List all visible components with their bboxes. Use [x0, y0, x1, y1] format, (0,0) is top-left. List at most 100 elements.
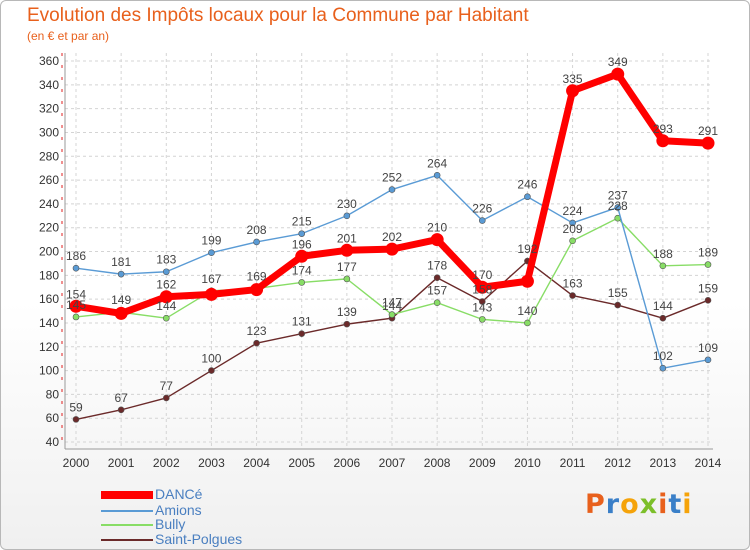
data-label-bully: 228	[608, 199, 628, 213]
data-point-saint-polgues	[253, 339, 260, 347]
y-tick-label: 360	[39, 54, 59, 68]
data-point-amions	[117, 270, 125, 278]
data-label-danc-: 291	[698, 124, 718, 138]
legend-swatch-dance	[101, 491, 153, 499]
data-label-saint-polgues: 77	[160, 379, 174, 393]
x-tick-label: 2002	[153, 456, 180, 470]
y-tick-label: 280	[39, 149, 59, 163]
y-tick-label: 200	[39, 245, 59, 259]
data-point-bully	[569, 237, 576, 245]
data-label-amions: 199	[201, 234, 221, 248]
data-point-amions	[478, 217, 486, 224]
data-label-danc-: 196	[292, 237, 312, 251]
data-label-saint-polgues: 163	[563, 277, 583, 291]
x-tick-label: 2013	[650, 456, 677, 470]
data-point-danc-	[520, 274, 534, 288]
y-tick-label: 340	[39, 78, 59, 92]
y-tick-label: 300	[39, 125, 59, 139]
y-tick-label: 120	[39, 340, 59, 354]
data-label-danc-: 201	[337, 231, 357, 245]
data-point-amions	[433, 172, 441, 179]
legend-label-bully: Bully	[155, 516, 186, 532]
data-label-bully: 167	[201, 272, 221, 286]
data-point-saint-polgues	[162, 394, 170, 402]
data-point-amions	[704, 356, 712, 364]
data-label-saint-polgues: 123	[247, 324, 267, 338]
data-label-amions: 226	[472, 202, 492, 216]
data-point-danc-	[611, 67, 625, 81]
x-tick-label: 2003	[198, 456, 225, 470]
data-label-danc-: 170	[472, 268, 492, 282]
data-point-danc-	[295, 249, 309, 263]
data-label-amions: 224	[563, 204, 583, 218]
y-tick-label: 240	[39, 197, 59, 211]
data-point-amions	[614, 204, 622, 211]
y-tick-label: 80	[46, 387, 60, 401]
data-label-amions: 264	[427, 156, 447, 170]
x-tick-label: 2011	[560, 456, 586, 470]
data-label-bully: 149	[111, 293, 131, 307]
data-label-bully: 157	[427, 284, 447, 298]
data-label-saint-polgues: 67	[114, 391, 128, 405]
proxiti-logo: Proxiti	[585, 489, 693, 520]
x-tick-label: 2006	[334, 456, 361, 470]
data-label-bully: 174	[292, 263, 312, 277]
data-label-saint-polgues: 144	[653, 299, 673, 313]
x-tick-label: 2001	[108, 456, 135, 470]
data-point-danc-	[204, 287, 218, 301]
data-label-danc-: 162	[156, 278, 176, 292]
data-point-saint-polgues	[117, 406, 125, 414]
x-tick-label: 2009	[469, 456, 496, 470]
y-tick-label: 60	[46, 411, 60, 425]
data-point-danc-	[159, 290, 173, 304]
data-label-bully: 189	[698, 246, 718, 260]
data-point-bully	[704, 261, 712, 268]
y-tick-label: 260	[39, 173, 59, 187]
legend-label-saint-polgues: Saint-Polgues	[155, 531, 243, 547]
data-point-saint-polgues	[704, 297, 712, 304]
x-tick-label: 2005	[288, 456, 315, 470]
data-label-bully: 145	[66, 298, 86, 312]
y-tick-label: 180	[39, 268, 59, 282]
data-label-danc-: 210	[427, 221, 447, 235]
data-point-bully	[388, 311, 396, 318]
data-label-danc-: 154	[66, 287, 86, 301]
data-point-danc-	[656, 134, 670, 148]
data-label-bully: 209	[563, 222, 583, 236]
x-tick-label: 2007	[379, 456, 406, 470]
data-point-bully	[343, 275, 351, 283]
data-label-saint-polgues: 139	[337, 305, 357, 319]
data-point-amions	[343, 212, 351, 220]
data-label-amions: 237	[608, 188, 628, 202]
data-point-danc-	[69, 299, 83, 313]
data-point-danc-	[430, 233, 444, 247]
x-tick-label: 2004	[243, 456, 270, 470]
data-label-amions: 181	[111, 255, 131, 269]
data-label-saint-polgues: 131	[292, 315, 312, 329]
y-tick-label: 100	[39, 364, 59, 378]
data-point-saint-polgues	[569, 292, 576, 299]
data-label-danc-: 335	[563, 72, 583, 86]
data-point-danc-	[114, 306, 128, 320]
y-tick-label: 140	[39, 316, 59, 330]
data-point-saint-polgues	[208, 367, 215, 374]
data-label-saint-polgues: 59	[69, 400, 83, 414]
data-point-danc-	[566, 84, 580, 98]
legend-label-dance: DANCé	[155, 486, 203, 502]
data-label-saint-polgues: 178	[427, 259, 447, 273]
data-label-bully: 144	[156, 299, 176, 313]
data-point-amions	[253, 238, 260, 246]
data-label-saint-polgues: 158	[472, 283, 492, 297]
data-point-saint-polgues	[343, 320, 351, 328]
data-point-saint-polgues	[433, 274, 441, 281]
legend-label-amions: Amions	[155, 502, 202, 518]
data-point-bully	[298, 279, 306, 286]
legend-swatch-bully	[101, 524, 153, 526]
data-point-danc-	[475, 280, 489, 294]
data-label-saint-polgues: 144	[382, 299, 402, 313]
chart-subtitle: (en € et par an)	[27, 29, 110, 43]
data-label-amions: 109	[698, 341, 718, 355]
chart-title: Evolution des Impôts locaux pour la Comm…	[27, 5, 529, 26]
data-label-danc-: 293	[653, 122, 673, 136]
y-tick-label: 220	[39, 221, 59, 235]
